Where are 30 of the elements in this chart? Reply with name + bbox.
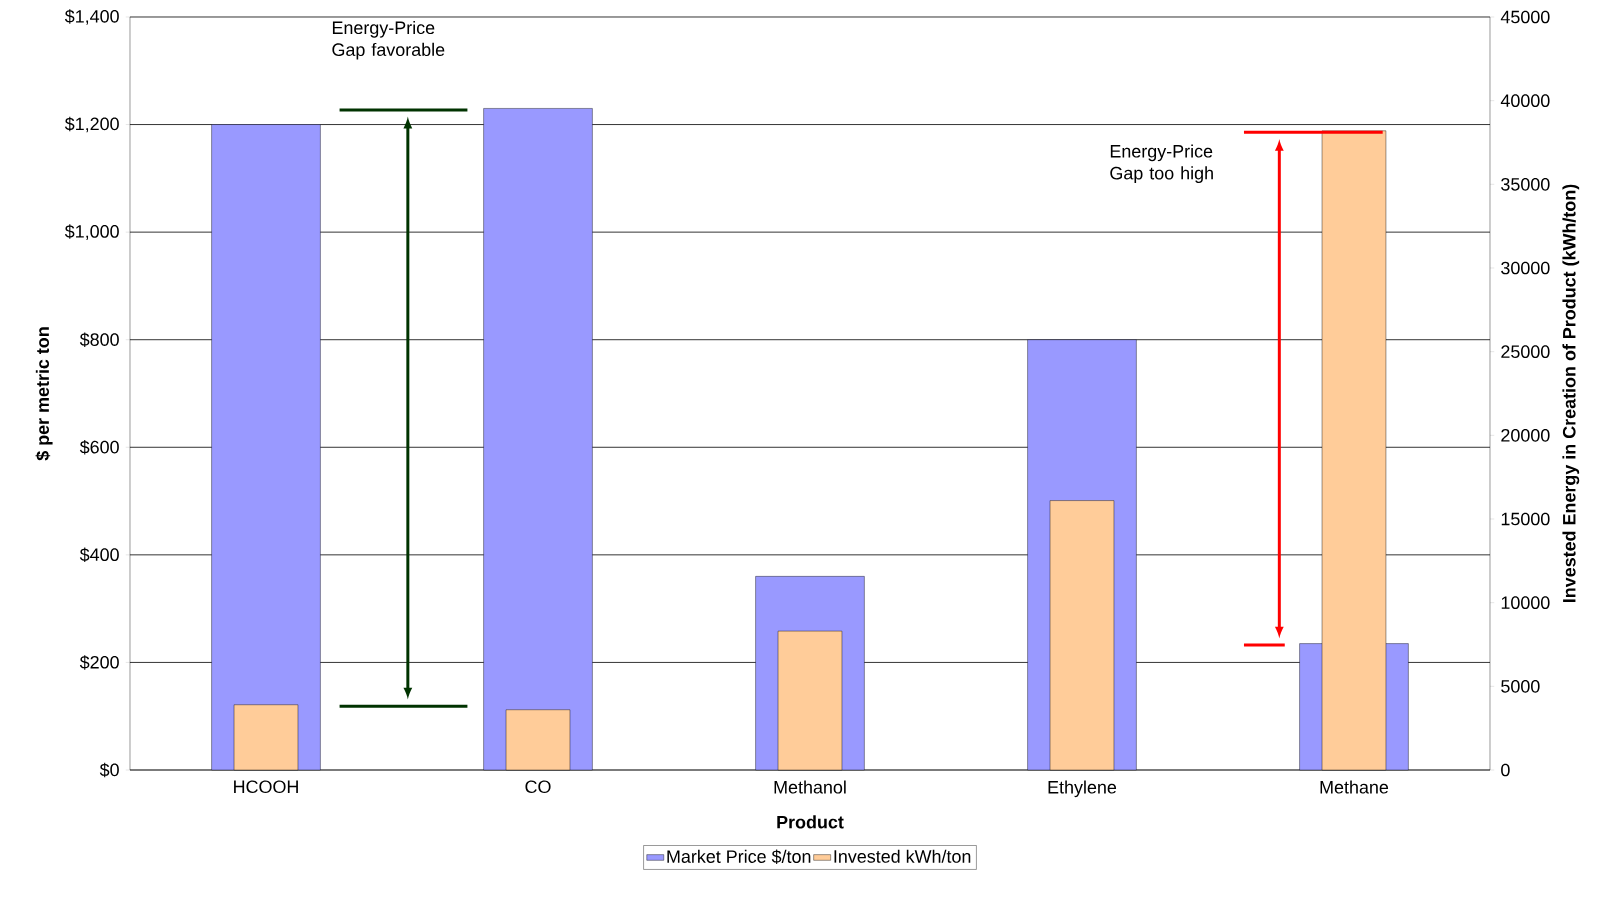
y2-tick-label: 5000 (1501, 679, 1540, 693)
x-tick-label: HCOOH (234, 780, 298, 794)
y-tick-label: $1,400 (64, 9, 119, 25)
x-axis-title: Product (777, 815, 844, 829)
y-axis-title: $ per metric ton (35, 327, 53, 461)
y-tick-label: $200 (79, 655, 119, 670)
y2-tick-label: 30000 (1501, 261, 1550, 275)
legend-label: Market Price $/ton (667, 849, 811, 865)
y-tick-label: $600 (79, 440, 119, 455)
y2-axis-title: Invested Energy in Creation of Product (kWh/ton) (1562, 184, 1580, 603)
y2-tick-label: 10000 (1501, 596, 1550, 610)
x-tick-label: Methane (1320, 780, 1389, 794)
y-tick-label: $1,000 (64, 224, 119, 240)
annotation: Energy-Price Gap favorable (332, 20, 445, 60)
y2-tick-label: 15000 (1501, 512, 1550, 526)
y2-tick-label: 45000 (1500, 10, 1550, 24)
y-tick-label: $1,200 (64, 116, 119, 133)
legend-label: Invested kWh/ton (834, 849, 971, 863)
annotation: Energy-Price Gap too high (1110, 144, 1213, 184)
x-tick-label: Methanol (774, 780, 846, 794)
y2-tick-label: 25000 (1501, 345, 1550, 359)
y2-tick-label: 35000 (1501, 177, 1550, 191)
x-tick-label: Ethylene (1048, 780, 1117, 798)
y-tick-label: $0 (99, 762, 119, 778)
y2-tick-label: 40000 (1500, 94, 1550, 107)
y-tick-label: $400 (79, 547, 119, 563)
y2-tick-label: 20000 (1501, 428, 1550, 442)
y2-tick-label: 0 (1501, 763, 1510, 777)
x-tick-label: CO (525, 780, 551, 794)
y-tick-label: $800 (79, 332, 119, 347)
